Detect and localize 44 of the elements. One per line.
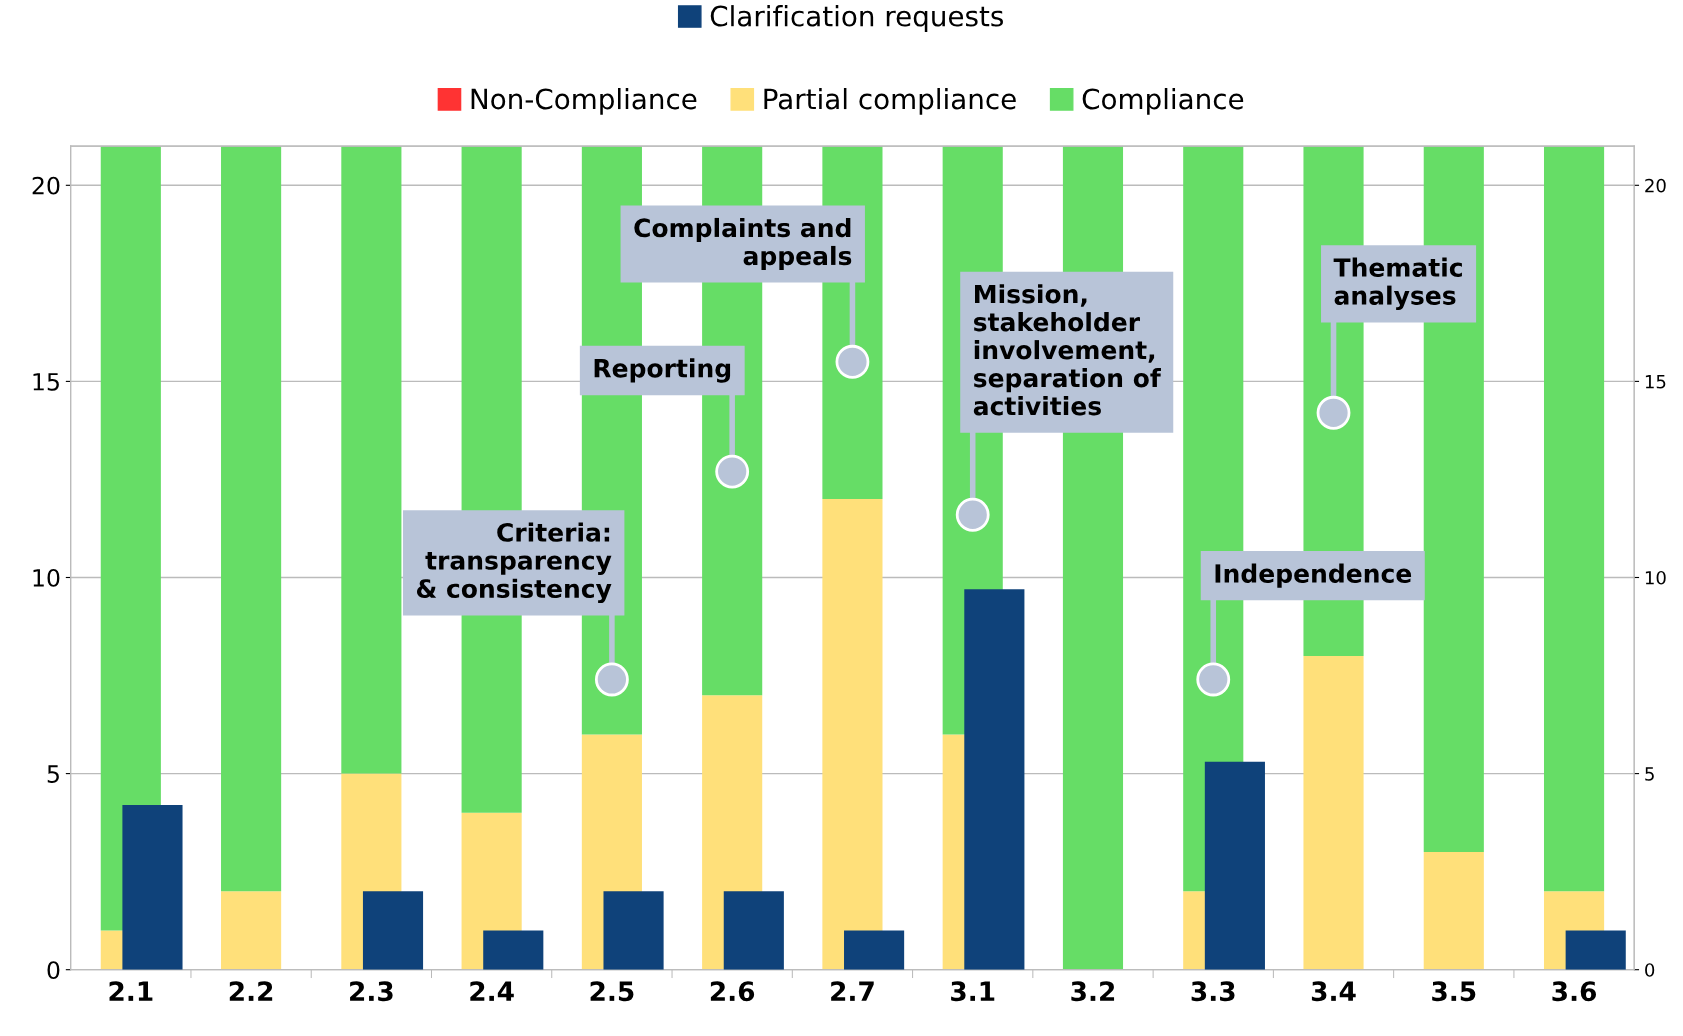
bar <box>483 930 544 970</box>
annotation: Criteria: transparency & consistency <box>416 522 612 604</box>
x-tick-label: 2.5 <box>590 981 634 1002</box>
bar <box>221 146 282 892</box>
annotation: Mission, stakeholder involvement, separation of activities <box>973 284 1161 416</box>
bar <box>1303 655 1364 970</box>
legend-label: Non-Compliance <box>471 87 697 115</box>
annotation: Thematic analyses <box>1333 257 1462 310</box>
x-tick-label: 2.6 <box>710 981 755 1002</box>
bar <box>1204 761 1265 970</box>
bar <box>723 891 784 970</box>
y2-tick-label: 15 <box>1645 375 1666 389</box>
x-tick-label: 2.4 <box>470 981 514 1001</box>
bar <box>1423 852 1484 970</box>
y2-tick-label: 5 <box>1645 767 1654 781</box>
bar <box>844 930 905 970</box>
x-tick-label: 2.3 <box>350 981 393 1002</box>
x-tick-label: 3.2 <box>1071 981 1115 1002</box>
annotation: Complaints and appeals <box>634 217 852 271</box>
x-tick-label: 3.1 <box>951 981 995 1002</box>
y-tick-label: 20 <box>32 176 60 195</box>
y2-tick-label: 20 <box>1645 178 1666 193</box>
legend-label: Partial compliance <box>764 87 1016 115</box>
y-tick-label: 15 <box>33 373 59 391</box>
annotation: Independence <box>1215 563 1412 588</box>
x-tick-label: 3.5 <box>1432 981 1476 1002</box>
x-tick-label: 3.6 <box>1552 981 1597 1002</box>
bar <box>341 146 402 774</box>
legend-label: Clarification requests <box>710 5 1003 32</box>
legend-label: Compliance <box>1082 87 1244 115</box>
bar <box>122 804 183 970</box>
y-tick-label: 0 <box>47 961 60 979</box>
x-tick-label: 2.1 <box>109 981 153 1001</box>
y-tick-label: 10 <box>33 568 60 587</box>
bar <box>221 891 282 970</box>
x-tick-label: 3.4 <box>1311 981 1356 1002</box>
y2-tick-label: 10 <box>1645 570 1666 585</box>
x-tick-label: 3.3 <box>1191 981 1235 1002</box>
y-tick-label: 5 <box>47 765 59 783</box>
bar <box>1543 146 1605 892</box>
annotation: Reporting <box>594 358 731 383</box>
y2-tick-label: 0 <box>1645 963 1655 977</box>
x-tick-label: 2.7 <box>831 981 874 1001</box>
x-tick-label: 2.2 <box>229 981 273 1001</box>
